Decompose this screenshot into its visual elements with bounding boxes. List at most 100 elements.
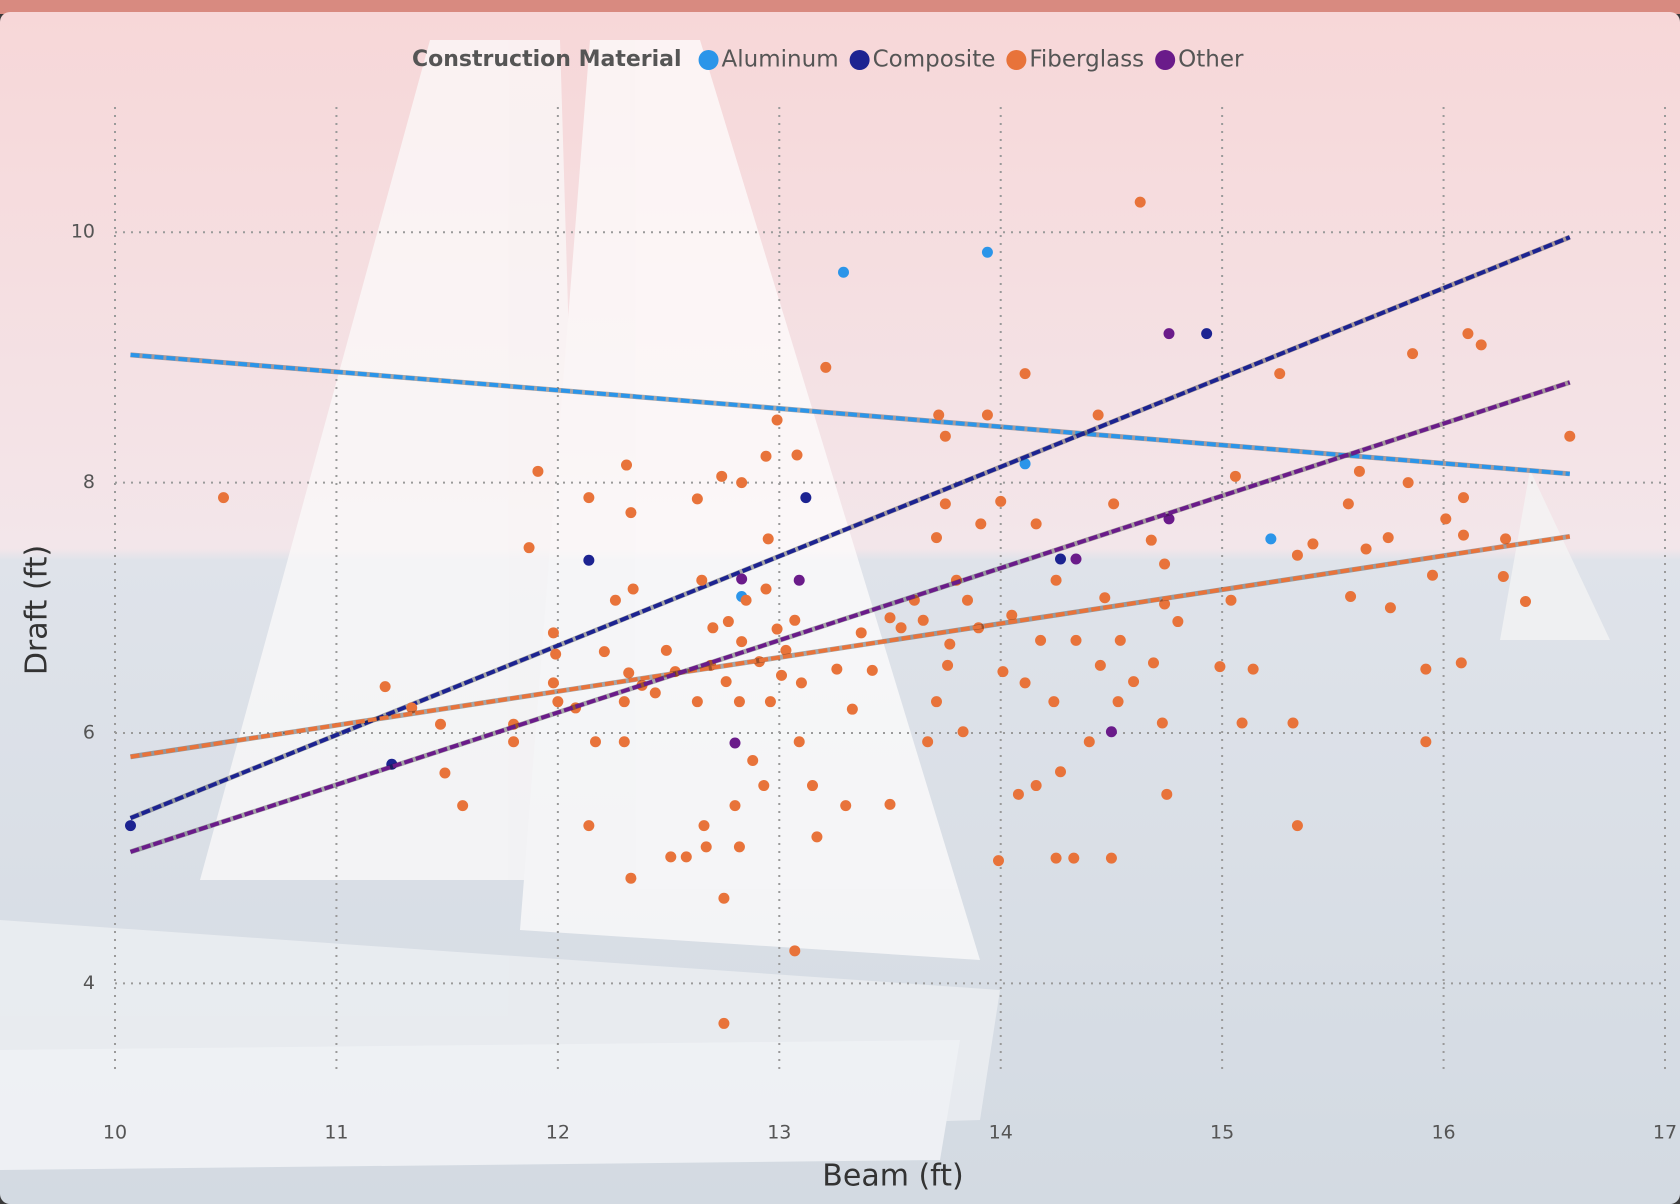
data-point (800, 492, 812, 504)
data-point (729, 800, 741, 812)
data-point (1274, 368, 1286, 380)
data-point (552, 696, 564, 708)
data-point (838, 266, 849, 278)
legend-label: Aluminum (722, 47, 839, 73)
data-point (532, 465, 544, 477)
data-point (884, 798, 896, 810)
legend-marker (1006, 50, 1027, 70)
data-point (807, 780, 818, 792)
data-point (1159, 558, 1171, 570)
data-point (995, 495, 1007, 507)
data-point (439, 767, 451, 779)
data-point (793, 736, 805, 748)
data-point (1236, 717, 1248, 729)
data-point (1068, 852, 1080, 864)
x-tick-label: 17 (1653, 1122, 1677, 1144)
data-point (1134, 196, 1146, 208)
trend-line (130, 534, 1571, 759)
data-point (776, 669, 787, 681)
data-point (547, 627, 559, 639)
y-tick-label: 4 (83, 972, 95, 994)
data-point (1159, 598, 1171, 610)
x-tick-label: 15 (1210, 1122, 1234, 1144)
data-point (1427, 569, 1438, 581)
data-point (1420, 663, 1432, 675)
data-point (707, 622, 719, 634)
data-point (811, 831, 823, 843)
data-point (1048, 696, 1060, 708)
data-point (789, 614, 801, 626)
data-point (1247, 663, 1259, 675)
data-point (939, 430, 951, 442)
data-point (1475, 339, 1487, 351)
data-point (1225, 594, 1237, 606)
data-point (1070, 634, 1082, 646)
data-point (1145, 534, 1157, 546)
data-point (696, 574, 708, 586)
data-point (855, 627, 867, 639)
data-point (1030, 780, 1042, 792)
data-point (623, 667, 635, 679)
data-point (1114, 634, 1126, 646)
data-point (1006, 609, 1018, 621)
data-point (218, 492, 229, 504)
data-point (1148, 657, 1159, 669)
x-axis-title: Beam (ft) (822, 1159, 963, 1194)
data-point (1019, 677, 1031, 689)
data-point (733, 841, 745, 853)
data-point (1050, 574, 1062, 586)
data-point (981, 246, 993, 258)
data-point (791, 449, 803, 461)
data-point (1291, 820, 1303, 832)
data-point (457, 800, 469, 812)
data-point (1214, 661, 1226, 673)
data-point (1440, 513, 1452, 525)
y-tick-label: 10 (71, 221, 95, 243)
data-point (125, 820, 136, 832)
data-point (1229, 470, 1241, 482)
data-point (840, 800, 852, 812)
data-point (680, 851, 692, 863)
data-point (975, 518, 987, 530)
data-point (942, 659, 954, 671)
data-point (625, 872, 637, 884)
legend-title: Construction Material (412, 47, 682, 72)
data-point (1342, 498, 1354, 510)
data-point (1128, 676, 1140, 688)
data-point (1520, 596, 1531, 608)
data-point (1420, 736, 1432, 748)
data-point (1384, 602, 1396, 614)
data-point (609, 594, 621, 606)
data-point (729, 737, 741, 749)
data-point (1092, 409, 1104, 421)
data-point (733, 696, 745, 708)
x-tick-label: 12 (546, 1122, 570, 1144)
data-point (933, 409, 945, 421)
data-point (1030, 518, 1042, 530)
data-point (1019, 368, 1031, 380)
data-point (1287, 717, 1299, 729)
data-point (649, 687, 661, 699)
data-point (665, 851, 677, 863)
data-point (1035, 634, 1047, 646)
x-tick-label: 10 (103, 1122, 127, 1144)
data-point (1055, 553, 1066, 565)
legend-label: Fiberglass (1029, 47, 1144, 73)
y-tick-label: 6 (83, 721, 95, 743)
data-point (1497, 570, 1509, 582)
data-point (618, 696, 630, 708)
data-point (1163, 328, 1175, 340)
data-point (771, 414, 783, 426)
data-point (1070, 553, 1082, 565)
data-point (583, 492, 595, 504)
series-group (736, 246, 1277, 603)
data-point (922, 736, 934, 748)
data-point (1353, 465, 1365, 477)
data-point (583, 554, 595, 566)
data-point (895, 622, 907, 634)
data-point (760, 450, 772, 462)
data-point (1265, 533, 1277, 545)
data-point (944, 638, 956, 650)
data-point (795, 677, 807, 689)
